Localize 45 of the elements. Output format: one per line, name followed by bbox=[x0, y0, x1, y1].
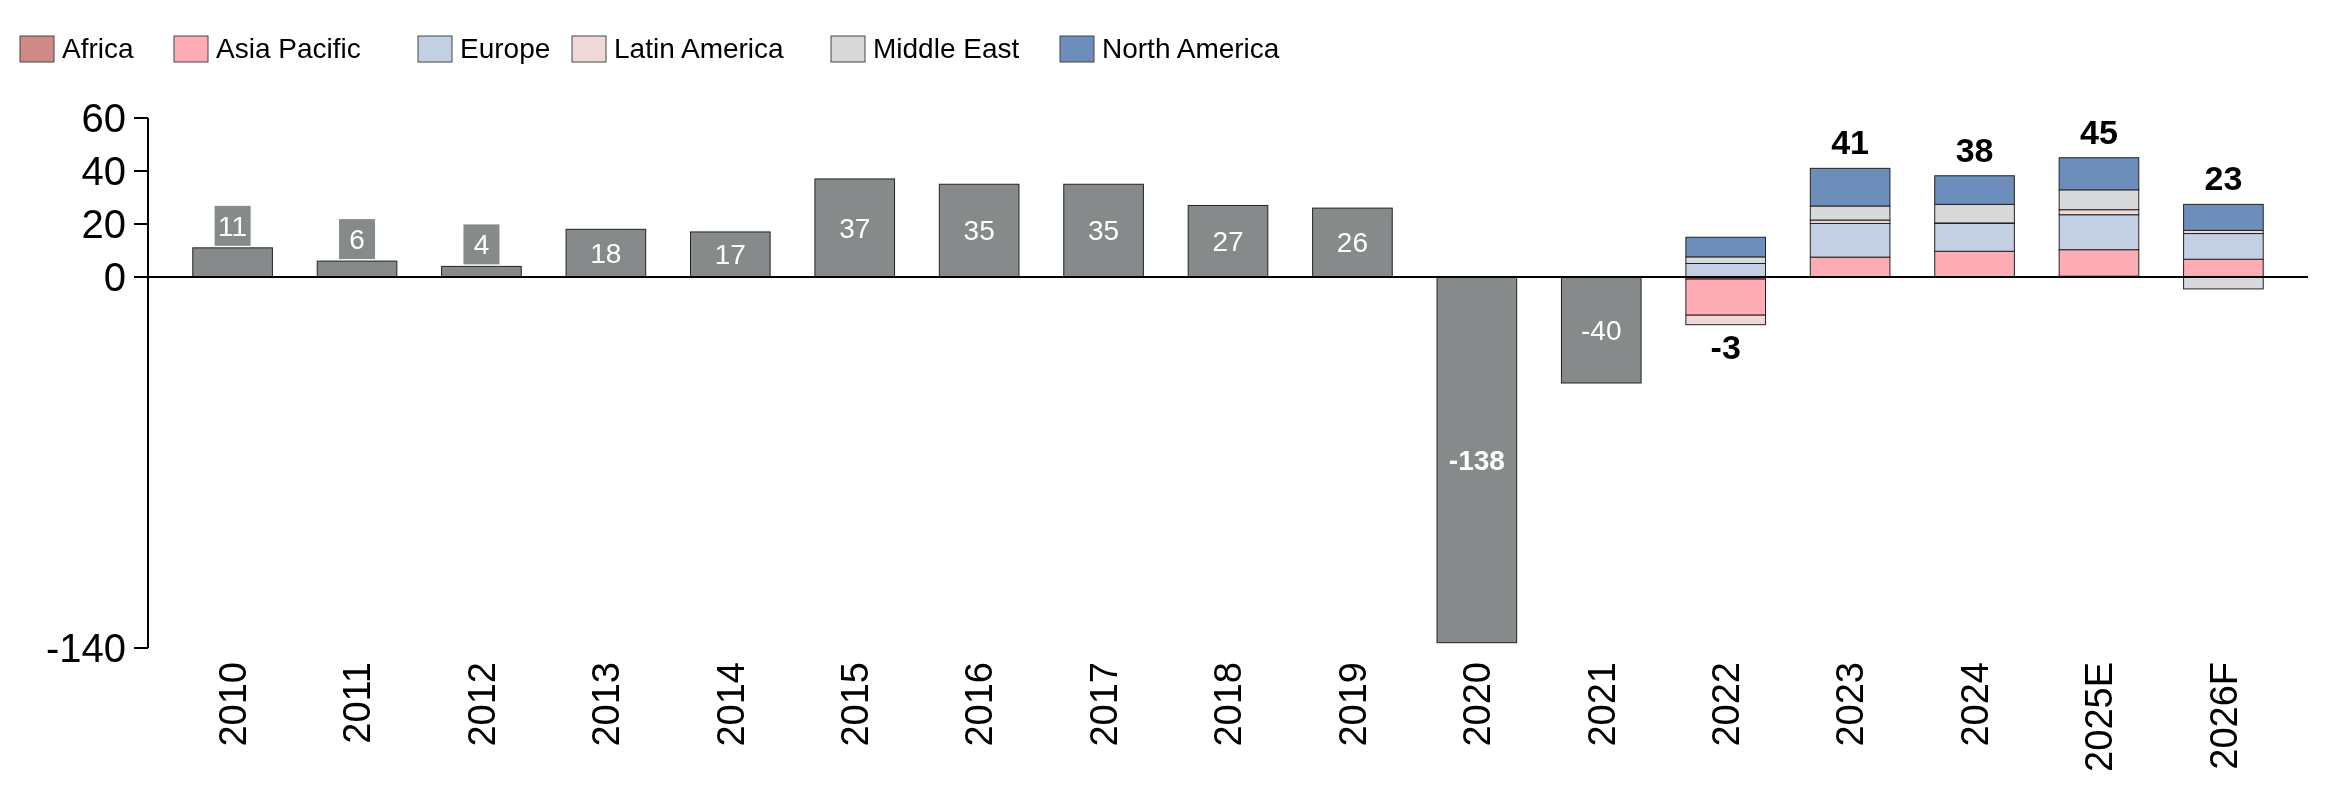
x-tick-label: 2020 bbox=[1456, 662, 1499, 747]
y-tick-label: 40 bbox=[81, 149, 126, 193]
x-tick-label: 2010 bbox=[211, 662, 254, 747]
x-tick-label: 2019 bbox=[1331, 662, 1374, 747]
data-label: -138 bbox=[1448, 444, 1505, 476]
y-tick-label: 0 bbox=[103, 255, 126, 299]
data-label: 35 bbox=[1088, 215, 1120, 247]
total-label: 45 bbox=[2080, 112, 2118, 151]
x-tick-label: 2016 bbox=[958, 662, 1001, 747]
legend-label: Middle East bbox=[873, 33, 1020, 64]
data-label: 35 bbox=[963, 215, 995, 247]
total-label: 23 bbox=[2204, 159, 2243, 198]
data-label: 37 bbox=[839, 212, 871, 244]
data-label: 17 bbox=[714, 239, 746, 271]
data-label: 6 bbox=[349, 223, 365, 255]
data-label: 18 bbox=[590, 237, 622, 269]
total-label: 41 bbox=[1831, 123, 1870, 162]
x-tick-label: 2015 bbox=[834, 662, 877, 747]
x-tick-label: 2026F bbox=[2202, 662, 2245, 770]
legend-label: North America bbox=[1102, 33, 1280, 64]
legend-label: Latin America bbox=[614, 33, 785, 64]
x-tick-label: 2014 bbox=[709, 662, 752, 747]
legend-label: Africa bbox=[62, 33, 134, 64]
x-tick-label: 2017 bbox=[1082, 662, 1125, 747]
y-tick-label: -140 bbox=[45, 626, 126, 670]
total-label: 38 bbox=[1955, 130, 1994, 169]
y-tick-label: 60 bbox=[81, 96, 126, 140]
data-label: 26 bbox=[1336, 227, 1368, 259]
x-tick-label: 2021 bbox=[1580, 662, 1623, 747]
x-tick-label: 2025E bbox=[2078, 662, 2121, 772]
legend-label: Asia Pacific bbox=[216, 33, 361, 64]
x-tick-label: 2018 bbox=[1207, 662, 1250, 747]
y-tick-label: 20 bbox=[81, 202, 126, 246]
x-tick-label: 2013 bbox=[585, 662, 628, 747]
x-tick-label: 2012 bbox=[460, 662, 503, 747]
data-label: 11 bbox=[218, 210, 248, 242]
x-tick-label: 2024 bbox=[1953, 662, 1996, 747]
x-tick-label: 2022 bbox=[1705, 662, 1747, 747]
legend-label: Europe bbox=[460, 33, 551, 64]
data-label: -40 bbox=[1581, 314, 1622, 346]
data-label: 4 bbox=[473, 229, 490, 261]
data-label: 27 bbox=[1212, 226, 1244, 258]
x-tick-label: 2023 bbox=[1829, 662, 1872, 747]
total-label: -3 bbox=[1710, 327, 1741, 366]
x-tick-label: 2011 bbox=[336, 662, 379, 744]
